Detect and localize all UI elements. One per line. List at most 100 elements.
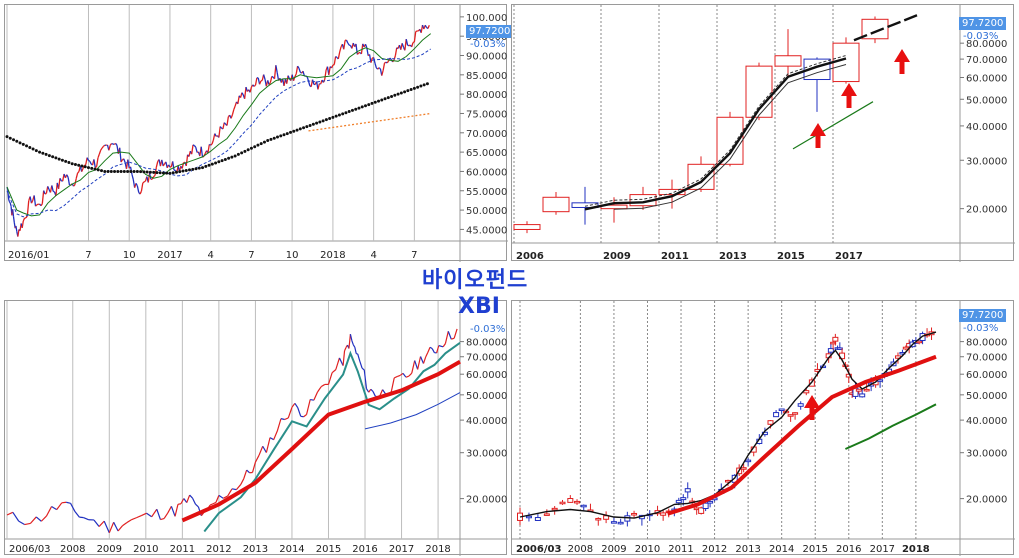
x-tick-label: 2018 bbox=[425, 544, 450, 555]
candle-body bbox=[534, 517, 541, 521]
price-segment bbox=[15, 225, 18, 232]
candle-body bbox=[559, 501, 566, 505]
price-segment bbox=[135, 182, 138, 187]
price-segment bbox=[153, 174, 156, 178]
candle-body bbox=[916, 340, 923, 344]
price-segment bbox=[163, 512, 169, 519]
price-segment bbox=[18, 520, 25, 526]
candle-body bbox=[863, 388, 870, 392]
price-segment bbox=[291, 402, 296, 408]
price-segment bbox=[384, 61, 387, 64]
price-segment bbox=[73, 184, 76, 187]
price-segment bbox=[195, 503, 199, 508]
price-segment bbox=[286, 75, 289, 84]
ma-dotted-black-dot bbox=[106, 169, 110, 173]
x-tick-label: 10 bbox=[123, 250, 136, 261]
price-segment bbox=[83, 517, 90, 521]
y-tick-label: 50.0000 bbox=[466, 391, 507, 402]
price-segment bbox=[227, 488, 233, 497]
ma-dotted-black-dot bbox=[139, 170, 143, 174]
y-tick-label: 70.0000 bbox=[466, 353, 507, 364]
ma-dotted-black-dot bbox=[367, 103, 371, 107]
candle-body bbox=[513, 224, 541, 230]
candle-body bbox=[660, 512, 667, 516]
ma-dotted-black-dot bbox=[223, 157, 227, 161]
ma-green-line bbox=[6, 33, 432, 217]
x-tick-label: 2015 bbox=[802, 544, 827, 555]
price-segment bbox=[357, 353, 361, 362]
ma-dotted-black-dot bbox=[305, 125, 309, 129]
price-segment bbox=[70, 503, 76, 512]
price-segment bbox=[167, 506, 172, 514]
price-segment bbox=[108, 522, 115, 534]
price-segment bbox=[185, 154, 189, 167]
ma-dotted-black-dot bbox=[249, 146, 253, 150]
ma-green-line bbox=[792, 101, 874, 150]
candle-body bbox=[610, 521, 617, 524]
panel-yearly: 2006 2009 2011 2013 2015 2017 20.0000 30.0000 40… bbox=[511, 4, 1015, 262]
price-segment bbox=[115, 143, 118, 146]
price-segment bbox=[249, 87, 253, 93]
change-label-monthly: -0.03% bbox=[963, 323, 999, 334]
y-tick-label: 80.0000 bbox=[466, 338, 507, 349]
price-segment bbox=[219, 126, 223, 129]
price-segment bbox=[382, 62, 386, 71]
ma-dotted-black-dot bbox=[350, 108, 354, 112]
ma-dotted-black-dot bbox=[116, 169, 120, 173]
ma-dotted-black-dot bbox=[44, 152, 48, 156]
price-segment bbox=[222, 122, 225, 130]
price-tag-yearly: 97.7200 bbox=[959, 17, 1007, 30]
ma-dotted-black-dot bbox=[292, 129, 296, 133]
price-segment bbox=[442, 343, 446, 348]
ma-dotted-black-dot bbox=[396, 92, 400, 96]
price-segment bbox=[280, 418, 285, 421]
ma-dotted-black-dot bbox=[145, 170, 149, 174]
y-tick-label: 45.0000 bbox=[466, 225, 507, 236]
ma-dotted-black-dot bbox=[390, 94, 394, 98]
ma-dotted-black-dot bbox=[204, 164, 208, 168]
price-segment bbox=[45, 506, 53, 517]
price-segment bbox=[67, 177, 71, 186]
price-segment bbox=[214, 133, 217, 137]
price-segment bbox=[75, 172, 79, 179]
price-segment bbox=[189, 494, 194, 499]
ma-dotted-black-dot bbox=[113, 169, 117, 173]
price-segment bbox=[355, 43, 358, 55]
price-segment bbox=[226, 116, 229, 126]
price-segment bbox=[180, 498, 185, 505]
price-segment bbox=[26, 200, 30, 216]
change-label-yearly: -0.03% bbox=[963, 31, 999, 42]
ma-dotted-black-dot bbox=[403, 90, 407, 94]
price-segment bbox=[366, 47, 369, 56]
x-tick-label: 2011 bbox=[668, 544, 693, 555]
y-tick-label: 65.0000 bbox=[466, 148, 507, 159]
ma-dotted-black-dot bbox=[135, 169, 139, 173]
y-tick-label: 20.0000 bbox=[966, 495, 1007, 506]
price-segment bbox=[347, 42, 350, 46]
price-segment bbox=[405, 375, 410, 378]
price-segment bbox=[335, 55, 338, 59]
price-segment bbox=[253, 84, 256, 87]
price-segment bbox=[271, 75, 274, 78]
x-tick-label: 7 bbox=[411, 250, 417, 261]
price-segment bbox=[337, 51, 341, 59]
ma-dotted-black-dot bbox=[419, 84, 423, 88]
price-segment bbox=[119, 147, 122, 163]
price-segment bbox=[351, 340, 354, 345]
price-segment bbox=[209, 503, 214, 506]
ma-dotted-black-dot bbox=[275, 135, 279, 139]
candle-body bbox=[859, 393, 866, 398]
ma-dotted-black-dot bbox=[188, 168, 192, 172]
price-segment bbox=[93, 519, 100, 527]
ma-dotted-black-dot bbox=[47, 154, 51, 158]
chart-monthly: 2006/03 2008 2009 2010 2011 2012 2013 2014 2015 2… bbox=[512, 301, 1015, 556]
price-segment bbox=[120, 159, 123, 163]
price-segment bbox=[211, 139, 215, 145]
price-segment bbox=[24, 522, 31, 526]
ma-dotted-black-dot bbox=[142, 170, 146, 174]
x-tick-label: 2010 bbox=[635, 544, 660, 555]
price-segment bbox=[12, 511, 20, 522]
ma-dotted-black-dot bbox=[155, 171, 159, 175]
ma-dotted-black-dot bbox=[334, 114, 338, 118]
ma-dotted-black-dot bbox=[302, 126, 306, 130]
